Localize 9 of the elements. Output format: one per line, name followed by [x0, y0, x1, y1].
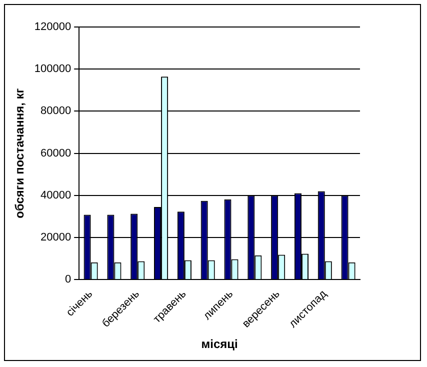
y-tick-label: 120000	[34, 21, 72, 34]
y-tick-label: 100000	[34, 63, 72, 76]
y-axis-title: обсяги постачання, кг	[12, 88, 27, 218]
y-tick-label: 80000	[40, 105, 72, 118]
y-tick-label: 0	[64, 274, 72, 286]
y-tick-label: 60000	[40, 147, 72, 160]
y-tick-label: 40000	[40, 189, 72, 202]
x-axis-title: місяці	[201, 337, 238, 352]
y-tick-label: 20000	[40, 232, 72, 244]
